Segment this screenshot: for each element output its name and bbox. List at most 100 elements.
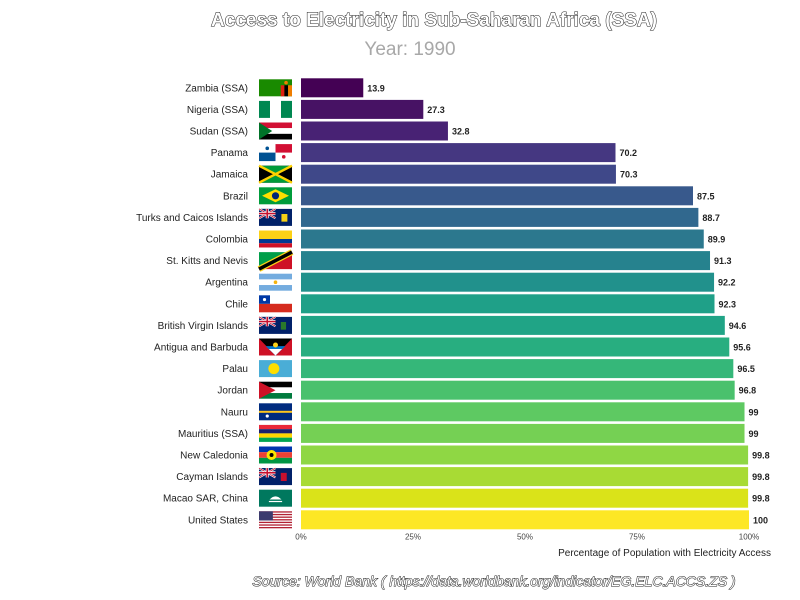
bar: [301, 337, 730, 357]
flag-brazil-icon: [259, 187, 292, 205]
value-label: 94.6: [729, 321, 747, 331]
value-label: 70.3: [620, 170, 638, 180]
category-label: Palau: [222, 364, 248, 375]
value-label: 88.7: [702, 213, 720, 223]
bar-row: Sudan (SSA) 32.8: [190, 121, 470, 141]
bar-row: Nigeria (SSA) 27.3: [187, 99, 446, 119]
value-label: 89.9: [708, 235, 726, 245]
flag-panama-icon: [259, 144, 292, 162]
bar-row: Jordan 96.8: [217, 380, 757, 400]
bar: [301, 121, 448, 141]
value-label: 96.5: [737, 364, 755, 374]
value-label: 87.5: [697, 191, 715, 201]
category-label: Jamaica: [211, 170, 249, 181]
bar-row: Panama 70.2: [211, 143, 638, 163]
category-label: St. Kitts and Nevis: [166, 256, 248, 267]
flag-cayman-islands-icon: [258, 467, 292, 486]
bar: [301, 251, 711, 271]
bar: [301, 380, 735, 400]
bar: [301, 143, 616, 163]
source-note: Source: World Bank ( https://data.worldb…: [252, 573, 735, 589]
bar-row: Zambia (SSA) 13.9: [185, 78, 386, 98]
bar-row: Antigua and Barbuda 95.6: [154, 337, 752, 357]
bar: [301, 229, 704, 249]
value-label: 99: [749, 429, 759, 439]
category-label: Brazil: [223, 191, 248, 202]
value-label: 95.6: [733, 343, 751, 353]
category-label: Turks and Caicos Islands: [136, 213, 248, 224]
flag-nauru-icon: [259, 403, 292, 421]
category-label: Argentina: [205, 278, 248, 289]
flag-jamaica-icon: [258, 164, 293, 184]
bar-row: Nauru 99: [221, 402, 760, 422]
category-label: British Virgin Islands: [158, 321, 248, 332]
bar: [301, 315, 725, 335]
flag-zambia-icon: [259, 79, 292, 97]
flag-palau-icon: [259, 360, 292, 378]
bar-row: Cayman Islands 99.8: [176, 467, 771, 487]
bar-row: Argentina 92.2: [205, 272, 737, 292]
category-label: Antigua and Barbuda: [154, 343, 248, 354]
flag-antigua-barbuda-icon: [259, 338, 292, 356]
category-label: Nigeria (SSA): [187, 105, 248, 116]
bar: [301, 207, 699, 227]
bars-layer: Zambia (SSA) 13.9 Nigeria (SSA) 27.3 Sudan (…: [136, 78, 771, 530]
flag-new-caledonia-icon: [259, 446, 292, 464]
flag-sudan-icon: [259, 122, 292, 140]
flag-british-virgin-islands-icon: [258, 316, 292, 334]
x-axis: 0% 25% 50% 75% 100%: [295, 533, 759, 542]
value-label: 99.8: [752, 451, 770, 461]
flag-mauritius-icon: [259, 424, 292, 442]
bar: [301, 510, 749, 530]
bar: [301, 467, 749, 487]
value-label: 27.3: [427, 105, 445, 115]
bar-row: British Virgin Islands 94.6: [158, 315, 747, 335]
category-label: United States: [188, 515, 248, 526]
category-label: Sudan (SSA): [190, 127, 248, 138]
bar-row: New Caledonia 99.8: [180, 445, 771, 465]
category-label: Panama: [211, 148, 249, 159]
flag-chile-icon: [259, 295, 292, 313]
bar-row: Turks and Caicos Islands 88.7: [136, 207, 721, 227]
bar-row: Colombia 89.9: [206, 229, 726, 249]
category-label: New Caledonia: [180, 451, 248, 462]
bar: [301, 423, 745, 443]
category-label: Mauritius (SSA): [178, 429, 248, 440]
value-label: 32.8: [452, 127, 470, 137]
bar-row: Jamaica 70.3: [211, 164, 638, 184]
value-label: 92.2: [718, 278, 736, 288]
x-tick-label: 100%: [739, 533, 759, 542]
bar-row: Palau 96.5: [222, 359, 756, 379]
bar-row: Mauritius (SSA) 99: [178, 423, 760, 443]
chart-subtitle: Year: 1990: [364, 39, 455, 60]
category-label: Macao SAR, China: [163, 494, 248, 505]
value-label: 96.8: [739, 386, 757, 396]
chart-title: Access to Electricity in Sub-Saharan Afr…: [211, 10, 657, 31]
bar-row: Macao SAR, China 99.8: [163, 488, 771, 508]
bar: [301, 445, 749, 465]
category-label: Colombia: [206, 235, 249, 246]
category-label: Zambia (SSA): [185, 83, 248, 94]
x-tick-label: 25%: [405, 533, 421, 542]
x-tick-label: 75%: [629, 533, 645, 542]
x-tick-label: 50%: [517, 533, 533, 542]
bar-row: United States 100: [188, 510, 769, 530]
bar-row: Chile 92.3: [225, 294, 737, 314]
category-label: Chile: [225, 299, 248, 310]
bar: [301, 164, 616, 184]
bar: [301, 272, 715, 292]
flag-turks-caicos-icon: [258, 208, 292, 226]
value-label: 100: [753, 515, 768, 525]
flag-argentina-icon: [259, 273, 292, 291]
category-label: Nauru: [221, 407, 248, 418]
bar: [301, 359, 734, 379]
value-label: 99.8: [752, 472, 770, 482]
bar: [301, 186, 693, 206]
bar: [301, 294, 715, 314]
category-label: Cayman Islands: [176, 472, 248, 483]
x-axis-label: Percentage of Population with Electricit…: [558, 548, 771, 559]
bar: [301, 488, 749, 508]
bar: [301, 78, 364, 98]
flag-macao-icon: [259, 489, 292, 507]
